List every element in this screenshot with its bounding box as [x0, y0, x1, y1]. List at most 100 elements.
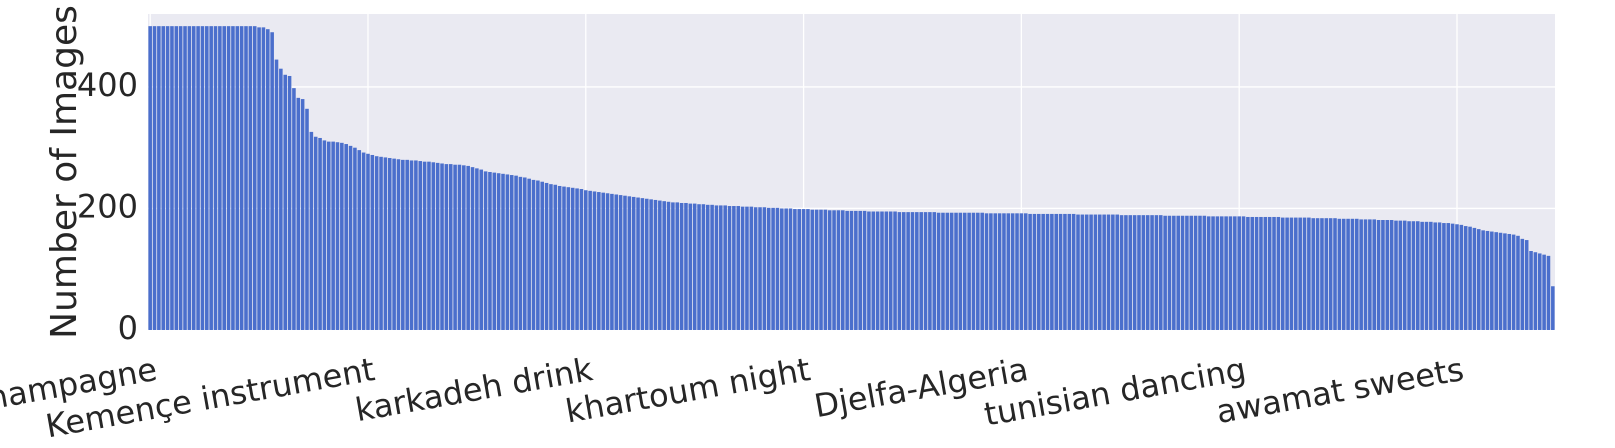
bar	[505, 174, 510, 330]
bar	[492, 172, 497, 330]
bar	[248, 26, 253, 331]
bar	[422, 161, 427, 330]
bar	[1276, 216, 1281, 330]
bar	[644, 198, 649, 330]
bar	[1350, 218, 1355, 330]
bar	[871, 211, 876, 330]
bar	[1520, 238, 1525, 330]
bar	[1193, 215, 1198, 330]
bar	[793, 209, 797, 330]
bar	[888, 211, 893, 330]
bar	[1215, 216, 1220, 330]
bar	[531, 179, 536, 330]
bar	[923, 212, 928, 330]
bar	[387, 158, 392, 330]
bar	[740, 206, 745, 330]
bar	[631, 196, 636, 330]
bar	[858, 210, 862, 330]
bar	[797, 209, 802, 330]
bar	[466, 165, 470, 330]
bar	[1111, 214, 1115, 330]
bar	[1010, 213, 1015, 330]
bar	[640, 198, 645, 330]
bar	[305, 108, 309, 330]
bar	[462, 165, 466, 330]
bar	[570, 187, 575, 330]
bar	[1172, 215, 1176, 330]
bar	[152, 26, 157, 331]
bar	[901, 212, 906, 330]
bar	[431, 162, 436, 330]
bar	[200, 26, 205, 331]
bar	[1289, 217, 1294, 330]
bar	[1320, 218, 1324, 330]
bar	[845, 210, 849, 330]
bar	[1481, 230, 1485, 330]
bar	[231, 26, 235, 331]
x-tick-label: awamat sweets	[1213, 350, 1466, 431]
bar	[1241, 216, 1246, 330]
bar	[936, 212, 941, 330]
bar	[235, 26, 240, 331]
bar	[252, 26, 257, 331]
bar	[1224, 216, 1228, 330]
bar	[1002, 213, 1006, 330]
bar	[566, 187, 571, 330]
bar	[1494, 232, 1498, 330]
y-tick-labels: 0 200 400	[77, 66, 138, 347]
bar	[592, 191, 597, 330]
bar	[684, 202, 688, 330]
bar	[849, 210, 854, 330]
bar	[170, 26, 174, 331]
bar	[658, 200, 662, 330]
bar	[283, 74, 287, 331]
bar	[1511, 234, 1516, 330]
bar	[427, 161, 431, 330]
bar	[1368, 219, 1372, 330]
bar	[196, 26, 200, 331]
bar	[1463, 226, 1468, 330]
bar	[745, 206, 749, 330]
bar	[1150, 215, 1154, 330]
bar	[928, 212, 932, 330]
bar	[1485, 230, 1490, 330]
bar	[1537, 253, 1542, 330]
bar	[1424, 221, 1429, 330]
bar	[344, 144, 348, 330]
bar	[1398, 220, 1403, 330]
bar	[1202, 215, 1207, 330]
bar	[501, 173, 505, 330]
bar	[1041, 213, 1045, 330]
bar	[191, 26, 196, 331]
bar	[906, 212, 910, 330]
bar	[1185, 215, 1189, 330]
bar	[1071, 213, 1076, 330]
bar	[919, 212, 923, 330]
bar	[679, 202, 684, 330]
bar	[287, 75, 292, 330]
y-tick-label: 200	[77, 187, 138, 225]
bar	[1498, 232, 1503, 330]
bar	[958, 212, 963, 330]
bar	[1533, 252, 1538, 330]
bar	[1180, 215, 1185, 330]
bar	[453, 164, 457, 330]
bar	[218, 26, 222, 331]
bar	[989, 213, 993, 330]
bar	[997, 213, 1002, 330]
y-tick-label: 0	[118, 309, 138, 347]
bar	[1280, 217, 1285, 330]
bar	[536, 180, 540, 330]
bar	[178, 26, 183, 331]
bar	[1402, 220, 1407, 330]
bar	[1285, 217, 1289, 330]
bar	[518, 176, 523, 330]
bar	[435, 162, 440, 330]
bar	[941, 212, 945, 330]
bar	[1189, 215, 1194, 330]
bar	[444, 164, 449, 330]
bar	[836, 210, 841, 330]
bar	[479, 169, 484, 330]
y-axis-label: Number of Images	[44, 5, 85, 339]
bar	[814, 209, 819, 330]
